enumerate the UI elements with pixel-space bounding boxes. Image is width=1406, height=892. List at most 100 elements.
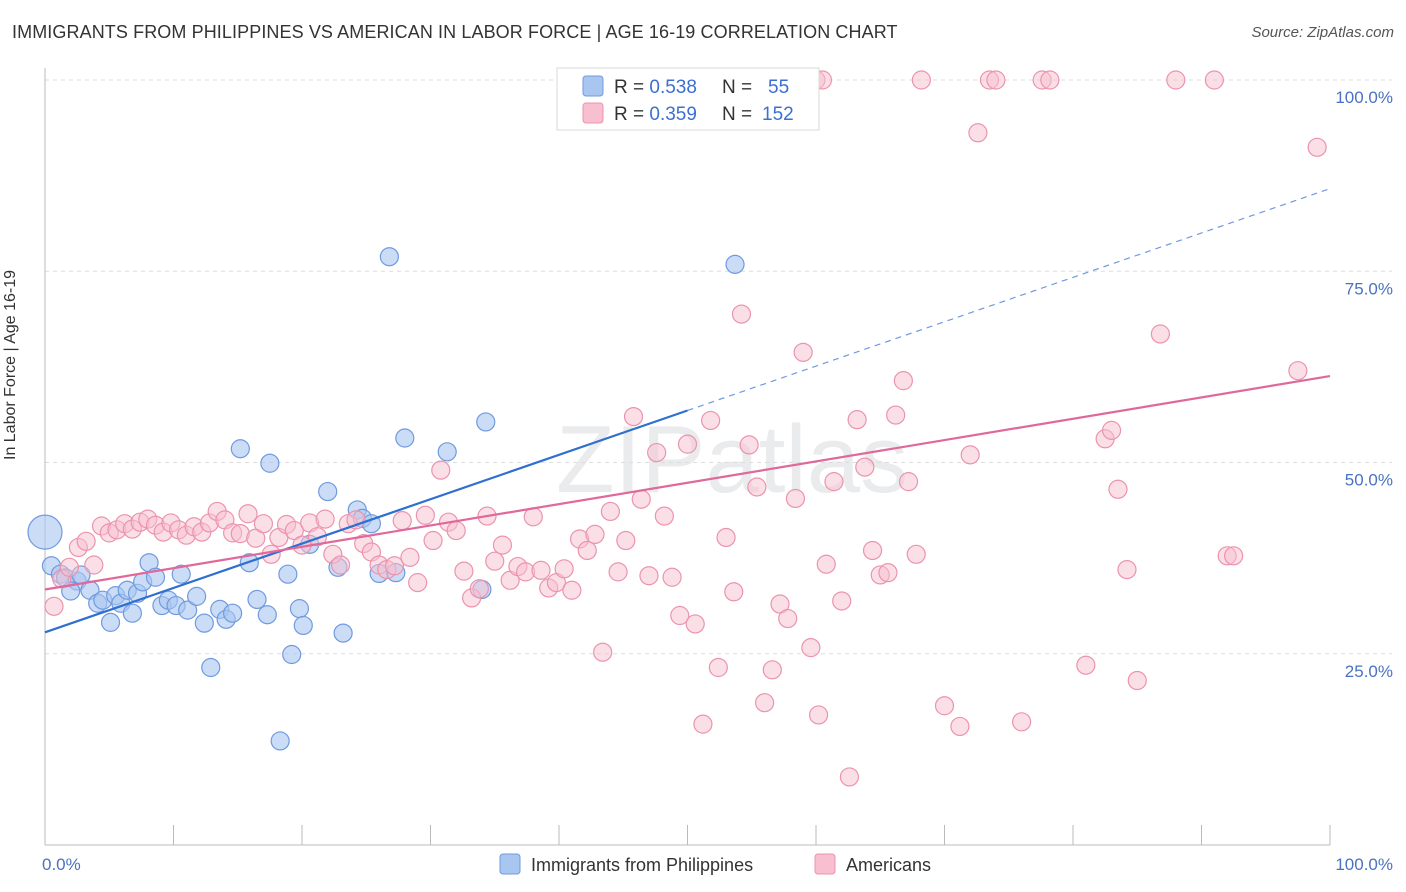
- point-philippines-35: [270, 731, 290, 751]
- point-americans-104: [847, 410, 867, 430]
- point-americans-91: [747, 477, 767, 497]
- point-philippines-50: [395, 428, 415, 448]
- point-americans-115: [950, 716, 970, 737]
- point-americans-57: [485, 551, 505, 571]
- point-americans-49: [423, 530, 443, 551]
- point-americans-122: [1040, 70, 1060, 90]
- legend-n-value-1: 152: [762, 104, 794, 125]
- point-americans-67: [562, 580, 582, 600]
- trend-line-philippines: [44, 409, 688, 634]
- legend-swatch-blue: [582, 75, 604, 97]
- point-americans-83: [685, 614, 705, 634]
- point-americans-117: [968, 123, 988, 143]
- point-americans-120: [1011, 712, 1032, 732]
- point-philippines-38: [289, 599, 310, 619]
- point-americans-134: [1288, 361, 1308, 381]
- point-americans-81: [670, 605, 690, 626]
- point-americans-119: [986, 70, 1006, 90]
- point-americans-0: [44, 596, 64, 616]
- point-americans-130: [1166, 70, 1186, 90]
- y-tick-label-1: 50.0%: [1345, 471, 1393, 490]
- point-americans-126: [1108, 479, 1128, 499]
- y-tick-label-0: 25.0%: [1345, 662, 1393, 681]
- point-philippines-41: [318, 481, 338, 502]
- point-americans-76: [631, 489, 651, 509]
- legend-n-label-1: N =: [722, 104, 752, 125]
- point-philippines-24: [187, 586, 207, 606]
- point-americans-84: [693, 714, 713, 734]
- svg-text:R = 0.359: R = 0.359: [614, 104, 697, 125]
- point-philippines-25: [194, 613, 214, 633]
- point-americans-101: [824, 472, 844, 492]
- point-americans-75: [623, 407, 644, 427]
- point-americans-66: [554, 559, 574, 579]
- legend: R = 0.538 N = 55 R = 0.359 N = 152: [556, 67, 820, 131]
- svg-text:N =: N =: [722, 77, 752, 98]
- point-americans-110: [893, 371, 913, 391]
- point-philippines-26: [201, 657, 221, 678]
- point-americans-47: [408, 573, 428, 593]
- point-americans-108: [878, 563, 898, 583]
- point-americans-127: [1117, 559, 1137, 580]
- point-americans-85: [701, 410, 721, 431]
- x-tick-label-1: 100.0%: [1335, 855, 1393, 874]
- y-tick-label-2: 75.0%: [1345, 279, 1393, 298]
- point-philippines-34: [260, 453, 280, 473]
- point-americans-123: [1076, 655, 1096, 675]
- point-americans-35: [315, 509, 335, 529]
- point-philippines-10: [100, 612, 121, 632]
- bottom-legend-label-1: Americans: [846, 855, 931, 875]
- point-americans-128: [1127, 670, 1147, 691]
- point-americans-48: [415, 505, 435, 525]
- legend-r-label-0: R =: [614, 77, 649, 98]
- point-philippines-43: [333, 623, 353, 643]
- trend-line-philippines-extension: [687, 188, 1331, 412]
- point-americans-79: [654, 506, 674, 526]
- point-americans-86: [708, 657, 728, 678]
- point-americans-96: [785, 488, 806, 509]
- bottom-legend-label-0: Immigrants from Philippines: [531, 855, 753, 875]
- point-philippines-33: [257, 605, 277, 625]
- legend-r-value-1: 0.359: [649, 104, 697, 125]
- point-americans-103: [839, 767, 860, 787]
- point-americans-109: [886, 405, 906, 425]
- point-americans-100: [816, 554, 836, 574]
- point-americans-87: [716, 527, 736, 548]
- point-americans-106: [862, 540, 883, 561]
- point-philippines-14: [122, 603, 142, 623]
- trend-line-americans: [44, 374, 1331, 591]
- point-americans-105: [855, 457, 875, 477]
- point-americans-44: [384, 556, 405, 576]
- point-philippines-0: [27, 514, 63, 550]
- point-philippines-37: [282, 644, 302, 665]
- svg-text:R = 0.538: R = 0.538: [614, 77, 697, 98]
- point-americans-46: [400, 547, 420, 567]
- point-americans-72: [600, 501, 621, 522]
- point-philippines-51: [437, 442, 457, 462]
- legend-swatch-pink: [582, 102, 604, 124]
- point-americans-45: [392, 511, 412, 531]
- point-americans-129: [1150, 324, 1170, 344]
- point-philippines-48: [379, 247, 399, 267]
- point-philippines-32: [247, 589, 267, 610]
- point-americans-71: [593, 642, 613, 662]
- point-americans-69: [577, 540, 597, 561]
- point-americans-34: [307, 527, 328, 547]
- point-americans-53: [454, 561, 474, 581]
- point-americans-78: [647, 442, 667, 463]
- point-americans-135: [1307, 137, 1327, 157]
- point-americans-97: [793, 342, 813, 362]
- point-americans-25: [238, 504, 258, 524]
- legend-r-label-1: R =: [614, 104, 649, 125]
- point-philippines-23: [178, 600, 198, 620]
- trend-lines: [44, 188, 1331, 634]
- svg-text:N =: N =: [722, 104, 752, 125]
- point-americans-99: [808, 705, 829, 725]
- point-americans-73: [608, 562, 628, 582]
- point-philippines-22: [171, 564, 191, 584]
- point-americans-102: [832, 591, 852, 611]
- point-americans-80: [662, 567, 682, 587]
- point-americans-52: [446, 520, 466, 541]
- point-americans-113: [911, 70, 931, 90]
